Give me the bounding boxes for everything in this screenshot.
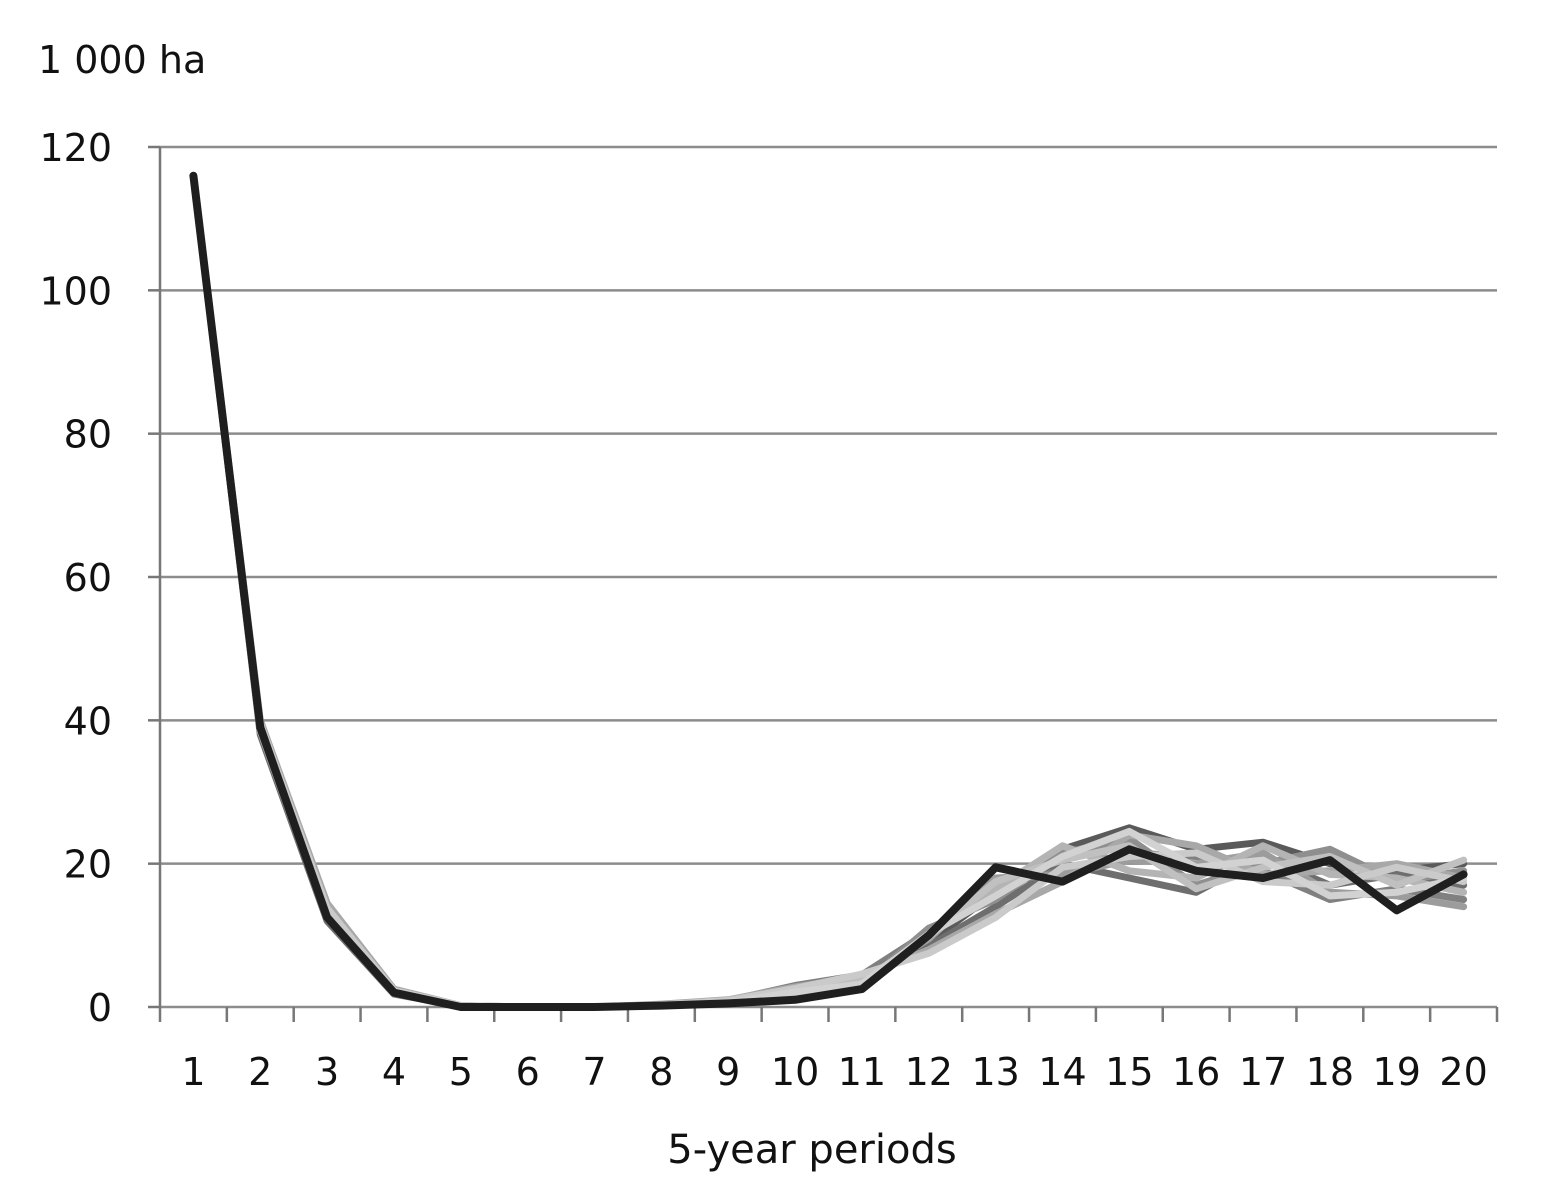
x-axis-label: 5-year periods (667, 1127, 956, 1173)
x-tick-label: 2 (248, 1050, 272, 1094)
x-tick-label: 18 (1306, 1050, 1354, 1094)
x-tick-label: 5 (449, 1050, 473, 1094)
y-unit-label: 1 000 ha (38, 38, 207, 82)
y-tick-label: 40 (64, 699, 112, 743)
gridlines (148, 145, 1497, 1009)
x-tick-label: 17 (1239, 1050, 1287, 1094)
main-series-line (189, 171, 1468, 1011)
series-line-9 (189, 172, 1468, 1011)
x-tick-label: 10 (771, 1050, 819, 1094)
x-tick-label: 6 (516, 1050, 540, 1094)
x-tick-label: 9 (716, 1050, 740, 1094)
x-tick-label: 4 (382, 1050, 406, 1094)
x-tick-label: 13 (971, 1050, 1019, 1094)
y-tick-label: 100 (39, 269, 112, 313)
x-tick-label: 14 (1038, 1050, 1086, 1094)
x-tick-label: 16 (1172, 1050, 1220, 1094)
y-tick-labels: 0 20 40 60 80 100 120 (39, 126, 112, 1030)
x-tick-label: 1 (181, 1050, 205, 1094)
x-tick-label: 20 (1439, 1050, 1487, 1094)
y-tick-label: 60 (64, 556, 112, 600)
y-tick-label: 120 (39, 126, 112, 170)
x-tick-label: 7 (582, 1050, 606, 1094)
x-tick-label: 19 (1373, 1050, 1421, 1094)
x-tick-label: 15 (1105, 1050, 1153, 1094)
x-ticks (158, 1007, 1499, 1022)
x-tick-label: 12 (905, 1050, 953, 1094)
y-tick-label: 0 (88, 986, 112, 1030)
x-tick-label: 3 (315, 1050, 339, 1094)
x-tick-label: 8 (649, 1050, 673, 1094)
y-tick-label: 20 (64, 843, 112, 887)
x-tick-label: 11 (838, 1050, 886, 1094)
x-tick-labels: 1 2 3 4 5 6 7 8 9 10 11 12 13 14 15 16 17 18 19 20 (181, 1050, 1487, 1094)
main-series (189, 171, 1468, 1011)
simulation-series (189, 172, 1468, 1011)
y-tick-label: 80 (64, 413, 112, 457)
